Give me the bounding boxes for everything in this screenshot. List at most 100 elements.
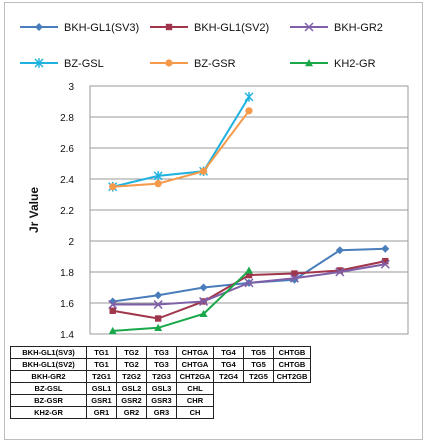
table-cell: CHTGA	[176, 346, 214, 359]
table-row-label: BKH-GL1(SV2)	[10, 358, 87, 371]
table-cell: T2G3	[146, 370, 177, 383]
legend-label-4: BZ-GSL	[64, 58, 104, 70]
data-point-s1-3	[199, 283, 208, 292]
y-tick-label: 2.6	[60, 144, 74, 155]
table-row-label: BZ-GSL	[10, 382, 87, 395]
table-row-label: BKH-GR2	[10, 370, 87, 383]
table-cell: T2G5	[243, 370, 274, 383]
table-cell: TG3	[146, 346, 177, 359]
table-cell: CHTGA	[176, 358, 214, 371]
table-cell-empty	[244, 407, 274, 419]
table-cell: TG1	[86, 346, 117, 359]
data-point-s6-3	[199, 309, 208, 318]
table-cell-empty	[274, 383, 311, 395]
table-cell: TG4	[213, 346, 244, 359]
table-cell-empty	[244, 383, 274, 395]
table-cell: CHTGB	[273, 346, 311, 359]
table-cell: T2G1	[86, 370, 117, 383]
data-point-s1-2	[154, 291, 163, 300]
table-cell: CHTGB	[273, 358, 311, 371]
table-cell-empty	[274, 407, 311, 419]
data-point-s3-1	[108, 300, 118, 310]
y-tick-label: 1.4	[60, 330, 74, 341]
data-point-s3-5	[289, 273, 299, 283]
legend-label-2: BKH-GL1(SV2)	[194, 22, 269, 34]
table-cell: GSL2	[116, 382, 147, 395]
data-point-s1-6	[335, 246, 344, 255]
table-cell: TG3	[146, 358, 177, 371]
table-cell-empty	[244, 395, 274, 407]
table-cell: GSR1	[86, 394, 117, 407]
data-point-s4-4	[244, 92, 254, 102]
table-row-label: BKH-GL1(SV3)	[10, 346, 87, 359]
legend-marker-4	[34, 58, 44, 68]
y-axis-label: Jr Value	[27, 187, 41, 233]
legend-marker-5	[165, 59, 173, 67]
data-point-s4-2	[153, 171, 163, 181]
table-cell: TG2	[116, 358, 147, 371]
table-row: BKH-GL1(SV2) TG1 TG2 TG3 CHTGA TG4 TG5 CHTGB	[10, 358, 311, 371]
y-tick-label: 2.8	[60, 113, 74, 124]
data-point-s6-4	[245, 266, 253, 274]
table-row: BZ-GSL GSL1 GSL2 GSL3 CHL	[10, 382, 311, 395]
table-row: BZ-GSR GSR1 GSR2 GSR3 CHR	[10, 394, 311, 407]
series-line-4	[112, 96, 250, 188]
data-point-s2-2	[154, 315, 162, 322]
y-tick-label: 1.8	[60, 268, 74, 279]
line-chart: 1.4 1.6 1.8 2 2.2 2.4 2.6 2.8 3 Jr Value BKH-GL1(S…	[20, 22, 409, 341]
data-point-s5-2	[154, 180, 162, 188]
data-point-s3-7	[380, 259, 390, 269]
data-point-s5-4	[245, 107, 253, 115]
table-cell: T2G4	[213, 370, 244, 383]
y-tick-label: 1.6	[60, 299, 74, 310]
y-tick-label: 2.2	[60, 206, 74, 217]
data-point-s2-5	[291, 270, 298, 277]
table-cell: T2G2	[116, 370, 147, 383]
table-cell: TG5	[243, 346, 274, 359]
table-row-label: BZ-GSR	[10, 394, 87, 407]
table-cell: CHT2GB	[273, 370, 311, 383]
table-cell: CHL	[176, 382, 214, 395]
y-tick-label: 3	[68, 82, 74, 93]
series-line-6	[112, 269, 250, 332]
table-cell-empty	[274, 395, 311, 407]
series-line-5	[112, 110, 250, 188]
legend-label-1: BKH-GL1(SV3)	[64, 22, 139, 34]
data-point-s5-3	[199, 167, 208, 175]
data-point-s3-4	[244, 278, 254, 288]
table-row: BKH-GR2 T2G1 T2G2 T2G3 CHT2GA T2G4 T2G5 CHT2GB	[10, 370, 311, 383]
data-point-s3-3	[199, 296, 209, 306]
table-cell: CHT2GA	[176, 370, 214, 383]
data-point-s2-1	[109, 307, 116, 314]
legend-label-3: BKH-GR2	[334, 22, 383, 34]
table-cell: TG1	[86, 358, 117, 371]
table-cell: GSR2	[116, 394, 147, 407]
table-cell-empty	[214, 407, 244, 419]
table-row-label: KH2-GR	[10, 406, 87, 419]
table-cell: TG5	[243, 358, 274, 371]
data-point-s3-2	[153, 300, 163, 310]
table-cell: GSL1	[86, 382, 117, 395]
table-row: KH2-GR GR1 GR2 GR3 CH	[10, 406, 311, 419]
table-cell: TG2	[116, 346, 147, 359]
table-cell: GR1	[86, 406, 117, 419]
legend-label-6: KH2-GR	[334, 58, 376, 70]
table-cell: CH	[176, 406, 214, 419]
table-cell: GR2	[116, 406, 147, 419]
legend-marker-3	[304, 22, 314, 32]
data-point-s6-1	[108, 326, 117, 335]
chart-border	[4, 2, 423, 440]
data-point-s6-2	[154, 323, 163, 331]
series-data-table: BKH-GL1(SV3) TG1 TG2 TG3 CHTGA TG4 TG5 CHTGB BKH…	[10, 346, 311, 419]
data-point-s5-1	[109, 183, 117, 191]
table-row: BKH-GL1(SV3) TG1 TG2 TG3 CHTGA TG4 TG5 CHTGB	[10, 346, 311, 359]
data-point-s2-6	[336, 267, 344, 274]
legend-label-5: BZ-GSR	[194, 58, 236, 70]
table-cell-empty	[214, 395, 244, 407]
table-cell: GR3	[146, 406, 177, 419]
table-cell: TG4	[213, 358, 244, 371]
data-point-s2-7	[382, 257, 389, 265]
table-cell-empty	[214, 383, 244, 395]
y-tick-label: 2.4	[60, 175, 74, 186]
